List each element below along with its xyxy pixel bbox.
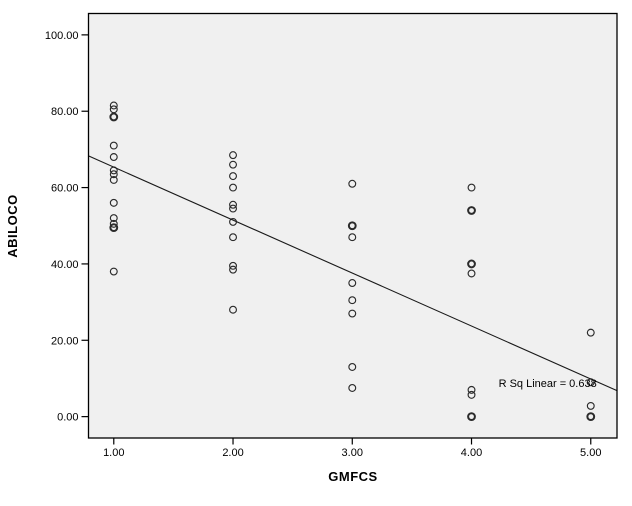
data-point bbox=[467, 183, 476, 192]
data-point bbox=[109, 153, 118, 162]
y-tick-label: 80.00 bbox=[51, 106, 79, 118]
data-point bbox=[109, 219, 118, 228]
data-point bbox=[109, 112, 119, 122]
x-axis-title: GMFCS bbox=[328, 469, 377, 484]
data-point bbox=[109, 175, 118, 184]
data-point bbox=[229, 204, 238, 213]
x-tick-label: 5.00 bbox=[580, 447, 601, 459]
data-point bbox=[586, 401, 595, 410]
data-point bbox=[467, 259, 476, 269]
data-point bbox=[348, 279, 357, 287]
data-point bbox=[229, 261, 238, 270]
axis-ticks: 0.00 20.00 40.00 60.00 80.00 100.00 1.00 2.00 3.… bbox=[45, 30, 602, 459]
data-point bbox=[109, 170, 118, 179]
data-point bbox=[467, 206, 476, 215]
y-axis-title: ABILOCO bbox=[5, 194, 20, 257]
rsq-annotation: R Sq Linear = 0.638 bbox=[499, 378, 597, 390]
y-tick-label: 60.00 bbox=[51, 183, 79, 195]
data-point bbox=[348, 309, 357, 318]
data-point bbox=[109, 214, 118, 223]
y-tick-label: 0.00 bbox=[57, 412, 78, 424]
data-point bbox=[348, 233, 357, 242]
data-point bbox=[229, 151, 238, 160]
fit-line bbox=[88, 155, 618, 392]
data-point bbox=[109, 198, 118, 207]
plot-frame bbox=[87, 12, 618, 439]
data-point bbox=[348, 363, 357, 371]
data-point bbox=[586, 412, 596, 422]
data-point bbox=[347, 221, 357, 231]
data-point bbox=[229, 265, 238, 274]
data-point bbox=[348, 179, 357, 188]
data-point bbox=[229, 305, 238, 314]
data-point bbox=[229, 233, 238, 242]
data-point bbox=[467, 269, 476, 278]
y-tick-label: 40.00 bbox=[51, 259, 79, 271]
data-point bbox=[467, 412, 476, 422]
data-point bbox=[467, 385, 476, 394]
data-point bbox=[109, 101, 118, 110]
data-marks bbox=[88, 101, 618, 422]
data-point bbox=[229, 183, 238, 192]
data-point bbox=[229, 200, 238, 209]
plot-area bbox=[88, 13, 617, 438]
x-tick-label: 1.00 bbox=[103, 447, 124, 459]
y-tick-label: 20.00 bbox=[51, 335, 79, 347]
data-point bbox=[229, 160, 238, 169]
rsq-annotation-text: R Sq Linear = 0.638 bbox=[499, 378, 597, 390]
x-tick-label: 3.00 bbox=[342, 447, 363, 459]
data-point bbox=[348, 296, 357, 305]
data-point bbox=[586, 328, 595, 337]
data-point bbox=[109, 267, 118, 276]
data-point bbox=[348, 384, 357, 392]
data-point bbox=[229, 172, 238, 181]
data-point bbox=[109, 223, 119, 233]
y-tick-label: 100.00 bbox=[45, 30, 79, 42]
x-tick-label: 4.00 bbox=[461, 447, 482, 459]
data-point bbox=[109, 141, 118, 150]
x-tick-label: 2.00 bbox=[222, 447, 243, 459]
data-point bbox=[467, 390, 476, 399]
